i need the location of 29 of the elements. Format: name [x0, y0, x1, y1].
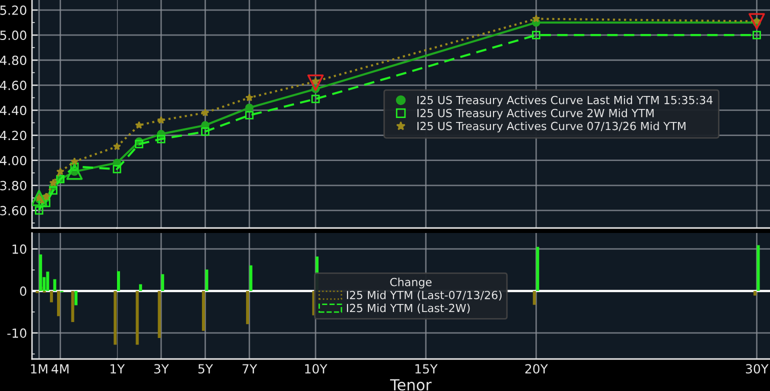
x-tick-label: 1M [31, 364, 48, 374]
y-tick-label: 4.40 [0, 106, 26, 116]
y-tick-label: 4.60 [0, 80, 26, 90]
legend-label: I25 US Treasury Actives Curve 07/13/26 Mid YTM [417, 122, 686, 132]
x-tick-label: 15Y [415, 364, 438, 374]
y-tick-label: 5.20 [0, 5, 26, 15]
y-tick-label: -10 [7, 328, 26, 338]
x-tick-label: 20Y [525, 364, 548, 374]
x-tick-label: 4M [52, 364, 68, 374]
legend-label: I25 Mid YTM (Last-2W) [346, 304, 470, 314]
x-tick-label: 7Y [242, 364, 258, 374]
y-tick-label: 4.80 [0, 56, 26, 66]
x-tick-label: 10Y [305, 364, 328, 374]
y-tick-label: 10 [12, 244, 26, 254]
y-tick-label: 3.80 [0, 180, 26, 190]
y-tick-label: 5.00 [0, 30, 26, 40]
legend-label: I25 Mid YTM (Last-07/13/26) [346, 290, 502, 301]
legend-label: I25 US Treasury Actives Curve Last Mid YTM 15:35:34 [417, 96, 713, 106]
y-tick-label: 4.00 [0, 156, 26, 166]
x-tick-label: 3Y [154, 364, 169, 374]
x-tick-label: 30Y [746, 364, 769, 374]
y-tick-label: 3.60 [0, 206, 26, 216]
x-tick-label: 1Y [110, 364, 125, 374]
legend-label: I25 US Treasury Actives Curve 2W Mid YTM [417, 108, 654, 120]
x-tick-label: 5Y [198, 364, 214, 374]
y-tick-label: 4.20 [0, 130, 26, 140]
x-axis-title: Tenor [390, 379, 432, 391]
legend-title: Change [390, 278, 432, 288]
y-tick-label: 0 [20, 286, 26, 296]
